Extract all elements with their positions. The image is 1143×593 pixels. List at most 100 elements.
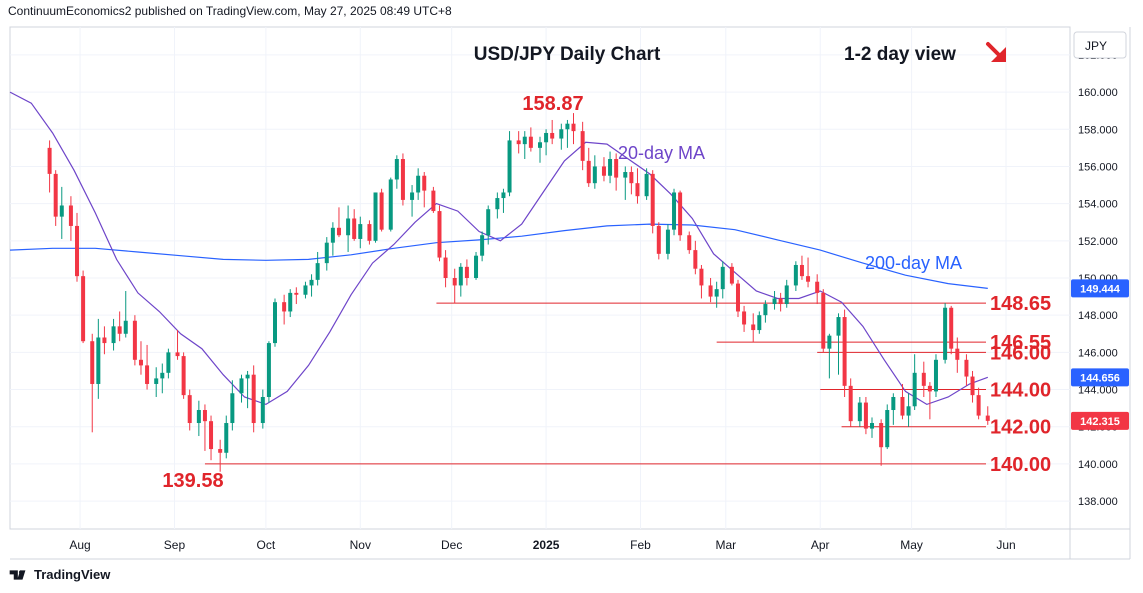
level-label: 140.00 [990, 454, 1051, 476]
candle-body [891, 396, 896, 411]
candle-body [422, 175, 427, 191]
candle-body [949, 307, 954, 349]
candle-body [772, 298, 777, 305]
y-tick-label: 156.000 [1078, 161, 1118, 173]
candle-body [443, 257, 448, 278]
candle-body [964, 359, 969, 377]
candle-body [324, 242, 329, 264]
candle-body [367, 224, 372, 241]
y-tick-label: 144.000 [1078, 385, 1118, 397]
y-tick-label: 160.000 [1078, 87, 1118, 99]
candle-body [209, 421, 214, 450]
candle-body [943, 307, 948, 360]
price-chart[interactable]: 138.000140.000142.000144.000146.000148.0… [0, 0, 1143, 560]
candle-body [778, 298, 783, 305]
candle-body [251, 374, 256, 424]
y-tick-label: 158.000 [1078, 124, 1118, 136]
candle-body [117, 326, 122, 334]
x-tick-label: Aug [69, 538, 90, 552]
candle-body [857, 402, 862, 422]
candle-body [687, 235, 692, 251]
y-tick-label: 138.000 [1078, 496, 1118, 508]
ma20-label: 20-day MA [618, 143, 705, 163]
candle-body [230, 393, 235, 424]
x-tick-label: Oct [257, 538, 276, 552]
candle-body [656, 225, 661, 254]
ma200-label: 200-day MA [865, 253, 962, 273]
candle-body [827, 335, 832, 349]
candle-body [452, 278, 457, 286]
candle-body [644, 173, 649, 197]
candle-body [815, 281, 820, 293]
candle-body [629, 172, 634, 184]
candle-body [81, 276, 86, 342]
price-tag-label: 144.656 [1080, 372, 1120, 384]
currency-label: JPY [1085, 39, 1107, 53]
candle-body [955, 348, 960, 360]
candle-body [196, 410, 201, 424]
currency-box [1073, 31, 1127, 59]
candle-body [821, 292, 826, 349]
price-tag-label: 142.315 [1080, 416, 1120, 428]
candle-body [799, 264, 804, 277]
candle-body [464, 266, 469, 278]
candle-body [921, 372, 926, 386]
candle-body [181, 356, 186, 396]
candle-body [138, 359, 143, 366]
level-label: 142.00 [990, 417, 1051, 439]
candle-body [601, 166, 606, 176]
candle-body [245, 374, 250, 379]
candle-body [751, 324, 756, 331]
high-label: 158.87 [522, 93, 583, 115]
candle-body [635, 183, 640, 197]
candle-body [202, 410, 207, 422]
candle-body [757, 315, 762, 331]
candle-body [900, 396, 905, 416]
candle-body [288, 292, 293, 312]
candle-body [68, 205, 73, 226]
candle-body [735, 283, 740, 312]
candle-body [358, 224, 363, 239]
candle-body [912, 372, 917, 407]
candle-body [273, 302, 277, 344]
candle-body [145, 365, 150, 384]
candle-body [650, 173, 655, 226]
x-tick-label: Feb [630, 538, 651, 552]
candle-body [400, 159, 405, 200]
candle-body [714, 289, 719, 297]
candle-body [394, 159, 399, 180]
x-tick-label: Mar [715, 538, 736, 552]
candle-body [218, 449, 223, 453]
candle-body [565, 123, 570, 130]
x-tick-label: Sep [164, 538, 186, 552]
candle-body [59, 205, 64, 217]
x-tick-label: May [900, 538, 923, 552]
candle-body [90, 341, 95, 384]
candle-body [933, 359, 938, 392]
candle-body [410, 192, 415, 200]
candle-body [175, 352, 180, 357]
x-tick-label: Nov [350, 538, 371, 552]
level-label: 144.00 [990, 380, 1051, 402]
candle-body [906, 406, 911, 416]
candle-body [102, 337, 107, 344]
candle-body [516, 140, 521, 145]
candle-body [870, 423, 875, 429]
candle-body [863, 402, 868, 429]
candle-body [330, 227, 335, 243]
candle-body [793, 264, 798, 286]
candle-body [486, 209, 491, 236]
candle-body [346, 218, 351, 236]
candle-body [550, 132, 555, 139]
candle-body [927, 385, 932, 392]
y-tick-label: 152.000 [1078, 236, 1118, 248]
price-tag-label: 149.444 [1080, 283, 1121, 295]
candle-body [458, 266, 463, 286]
candle-body [315, 263, 320, 280]
candle-body [379, 192, 384, 230]
candle-body [437, 211, 442, 258]
candle-body [742, 311, 747, 325]
candle-body [708, 285, 713, 297]
candle-body [608, 159, 613, 176]
candle-body [544, 132, 549, 143]
